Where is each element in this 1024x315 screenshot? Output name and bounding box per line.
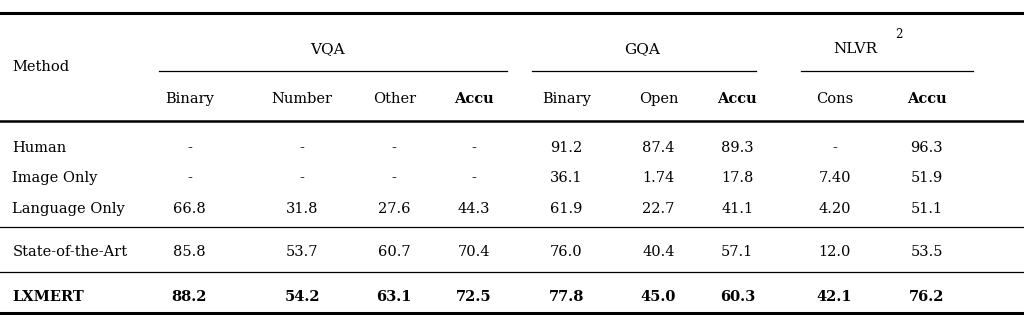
Text: 96.3: 96.3 — [910, 141, 943, 155]
Text: 85.8: 85.8 — [173, 245, 206, 259]
Text: State-of-the-Art: State-of-the-Art — [12, 245, 127, 259]
Text: 76.2: 76.2 — [909, 290, 944, 304]
Text: Image Only: Image Only — [12, 171, 97, 185]
Text: Open: Open — [639, 92, 678, 106]
Text: Language Only: Language Only — [12, 202, 125, 215]
Text: 66.8: 66.8 — [173, 202, 206, 215]
Text: 53.7: 53.7 — [286, 245, 318, 259]
Text: 87.4: 87.4 — [642, 141, 675, 155]
Text: 1.74: 1.74 — [642, 171, 675, 185]
Text: 51.9: 51.9 — [910, 171, 943, 185]
Text: Binary: Binary — [542, 92, 591, 106]
Text: -: - — [300, 171, 304, 185]
Text: Accu: Accu — [907, 92, 946, 106]
Text: -: - — [392, 141, 396, 155]
Text: GQA: GQA — [624, 42, 660, 56]
Text: 91.2: 91.2 — [550, 141, 583, 155]
Text: -: - — [833, 141, 837, 155]
Text: 76.0: 76.0 — [550, 245, 583, 259]
Text: Human: Human — [12, 141, 67, 155]
Text: 60.3: 60.3 — [720, 290, 755, 304]
Text: Accu: Accu — [718, 92, 757, 106]
Text: 45.0: 45.0 — [641, 290, 676, 304]
Text: -: - — [187, 171, 191, 185]
Text: Number: Number — [271, 92, 333, 106]
Text: 31.8: 31.8 — [286, 202, 318, 215]
Text: -: - — [472, 141, 476, 155]
Text: -: - — [472, 171, 476, 185]
Text: 88.2: 88.2 — [172, 290, 207, 304]
Text: 57.1: 57.1 — [721, 245, 754, 259]
Text: 7.40: 7.40 — [818, 171, 851, 185]
Text: 17.8: 17.8 — [721, 171, 754, 185]
Text: 36.1: 36.1 — [550, 171, 583, 185]
Text: 27.6: 27.6 — [378, 202, 411, 215]
Text: 22.7: 22.7 — [642, 202, 675, 215]
Text: 63.1: 63.1 — [377, 290, 412, 304]
Text: 42.1: 42.1 — [817, 290, 852, 304]
Text: Other: Other — [373, 92, 416, 106]
Text: 51.1: 51.1 — [910, 202, 943, 215]
Text: 4.20: 4.20 — [818, 202, 851, 215]
Text: -: - — [392, 171, 396, 185]
Text: 44.3: 44.3 — [458, 202, 490, 215]
Text: Cons: Cons — [816, 92, 853, 106]
Text: 72.5: 72.5 — [457, 290, 492, 304]
Text: -: - — [300, 141, 304, 155]
Text: VQA: VQA — [310, 42, 345, 56]
Text: 54.2: 54.2 — [285, 290, 319, 304]
Text: NLVR: NLVR — [833, 42, 878, 56]
Text: 53.5: 53.5 — [910, 245, 943, 259]
Text: 12.0: 12.0 — [818, 245, 851, 259]
Text: 41.1: 41.1 — [721, 202, 754, 215]
Text: 70.4: 70.4 — [458, 245, 490, 259]
Text: 61.9: 61.9 — [550, 202, 583, 215]
Text: LXMERT: LXMERT — [12, 290, 84, 304]
Text: 40.4: 40.4 — [642, 245, 675, 259]
Text: Method: Method — [12, 60, 70, 74]
Text: 2: 2 — [895, 28, 903, 41]
Text: Accu: Accu — [455, 92, 494, 106]
Text: 77.8: 77.8 — [549, 290, 584, 304]
Text: Binary: Binary — [165, 92, 214, 106]
Text: -: - — [187, 141, 191, 155]
Text: 89.3: 89.3 — [721, 141, 754, 155]
Text: 60.7: 60.7 — [378, 245, 411, 259]
